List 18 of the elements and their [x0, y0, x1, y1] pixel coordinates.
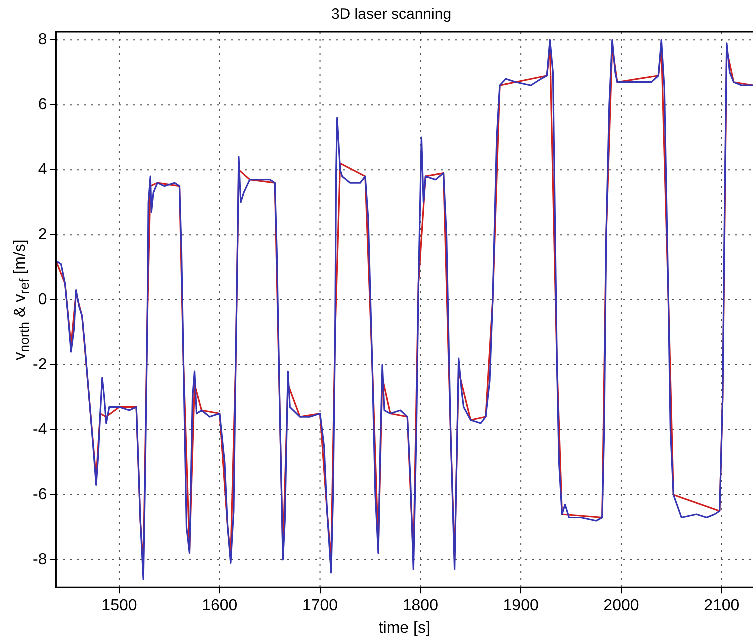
- chart-title: 3D laser scanning: [331, 6, 452, 24]
- y-tick-label: 4: [38, 161, 48, 178]
- x-tick-label: 1900: [503, 598, 539, 615]
- y-tick-label: -4: [32, 421, 48, 438]
- x-tick-label: 2000: [604, 598, 640, 615]
- y-tick-label: 8: [38, 32, 48, 49]
- x-tick-label: 1600: [202, 598, 238, 615]
- x-axis-title: time [s]: [378, 620, 430, 637]
- y-tick-label: 2: [38, 226, 48, 244]
- y-tick-label: 0: [38, 291, 48, 308]
- y-tick-label: -6: [32, 486, 48, 504]
- x-tick-label: 1800: [402, 598, 439, 615]
- y-tick-label: 6: [38, 96, 48, 114]
- x-tick-label: 2100: [704, 598, 740, 615]
- y-tick-label: -8: [32, 551, 48, 568]
- x-tick-label: 1700: [302, 598, 338, 615]
- x-tick-label: 1500: [102, 598, 138, 615]
- y-tick-label: -2: [32, 356, 48, 374]
